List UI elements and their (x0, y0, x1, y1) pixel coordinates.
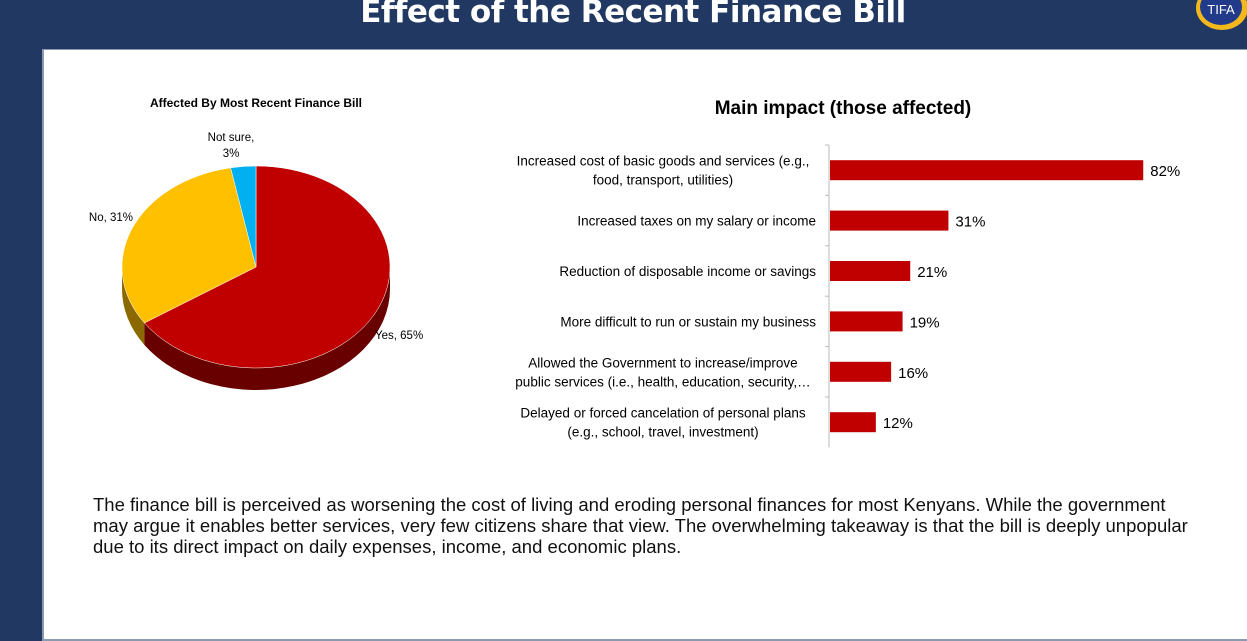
bar-value-label: 16% (898, 365, 928, 382)
bar-category-label: More difficult to run or sustain my busi… (560, 314, 816, 329)
bar (830, 412, 876, 433)
summary-text: The finance bill is perceived as worseni… (93, 494, 1188, 557)
pie-slice-yes (144, 165, 391, 369)
bar-title: Main impact (those affected) (715, 98, 972, 119)
tifa-logo-text: TIFA (1200, 0, 1242, 25)
bar-category-label: public services (i.e., health, education… (515, 374, 810, 389)
bar (830, 361, 892, 382)
pie-data-label: Not sure, (208, 132, 255, 144)
bar-category-label: (e.g., school, travel, investment) (567, 425, 758, 440)
bar-category-label: Increased taxes on my salary or income (577, 214, 816, 229)
pie-side (144, 267, 390, 390)
bar-value-label: 12% (883, 415, 913, 432)
pie-side (122, 267, 145, 345)
bar-value-label: 19% (910, 314, 940, 331)
bar-value-label: 82% (1150, 163, 1180, 180)
page-title: Effect of the Recent Finance Bill (360, 0, 906, 30)
pie-title: Affected By Most Recent Finance Bill (150, 96, 362, 110)
tifa-logo: TIFA (1196, 0, 1247, 30)
bar (830, 160, 1144, 181)
pie-data-label-value: 3% (223, 148, 240, 160)
bar-category-label: Delayed or forced cancelation of persona… (520, 406, 805, 421)
bar-value-label: 31% (955, 214, 985, 231)
bar (830, 261, 911, 281)
pie-slice-not-sure (230, 165, 257, 268)
pie-data-label: Yes, 65% (375, 330, 423, 342)
pie-slice-no (121, 167, 257, 324)
bar-category-label: Increased cost of basic goods and servic… (517, 154, 810, 169)
bar-value-label: 21% (917, 264, 947, 281)
pie-data-label: No, 31% (89, 212, 133, 224)
bar-category-label: food, transport, utilities) (593, 173, 733, 188)
bar-category-label: Reduction of disposable income or saving… (559, 264, 816, 279)
bar (830, 311, 903, 332)
bar (830, 210, 949, 231)
bar-category-label: Allowed the Government to increase/impro… (528, 355, 797, 370)
